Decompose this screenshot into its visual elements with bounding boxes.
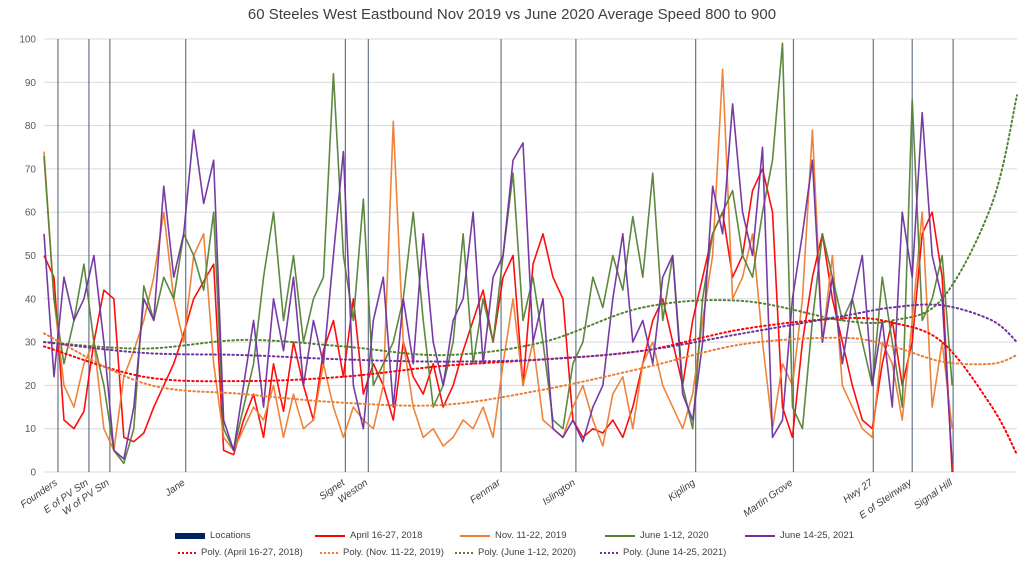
series-lines [43, 42, 953, 473]
y-tick-label: 0 [30, 468, 36, 479]
legend-label: June 1-12, 2020 [640, 530, 709, 541]
legend-label: June 14-25, 2021 [780, 530, 854, 541]
legend-swatch [605, 534, 635, 537]
y-tick-label: 80 [25, 121, 37, 132]
legend-item-series: April 16-27, 2018 [315, 530, 422, 541]
location-label: Hwy 27 [841, 477, 875, 505]
y-tick-label: 30 [25, 338, 37, 349]
legend-swatch [320, 551, 338, 554]
trend-line [43, 332, 1018, 407]
legend-label: Locations [210, 530, 251, 541]
location-label: Fenmar [468, 477, 503, 506]
legend-item-locations: Locations [175, 530, 251, 541]
series-line [43, 168, 953, 473]
y-tick-label: 60 [25, 208, 37, 219]
legend-label: Nov. 11-22, 2019 [495, 530, 567, 541]
legend-item-series: Nov. 11-22, 2019 [460, 530, 566, 541]
legend-label: Poly. (June 14-25, 2021) [623, 547, 727, 558]
legend-item-trend: Poly. (April 16-27, 2018) [178, 547, 303, 558]
location-label: Kipling [666, 477, 697, 503]
location-label: Islington [541, 477, 578, 508]
y-tick-label: 40 [25, 294, 37, 305]
legend-label: Poly. (June 1-12, 2020) [478, 547, 577, 558]
gridlines [44, 38, 1017, 473]
y-axis-labels: 0 10 20 30 40 50 60 70 80 90 100 [19, 35, 36, 479]
location-label: Martin Grove [742, 477, 796, 519]
legend-item-trend: Poly. (June 14-25, 2021) [600, 547, 726, 558]
legend-swatch [178, 551, 196, 554]
legend-label: Poly. (Nov. 11-22, 2019) [343, 547, 444, 558]
legend-swatch [745, 534, 775, 537]
legend-item-series: June 14-25, 2021 [745, 530, 854, 541]
y-tick-label: 10 [25, 424, 37, 435]
legend-swatch [460, 534, 490, 537]
legend-item-series: June 1-12, 2020 [605, 530, 709, 541]
legend-item-trend: Poly. (Nov. 11-22, 2019) [320, 547, 444, 558]
legend-label: Poly. (April 16-27, 2018) [201, 547, 303, 558]
y-tick-label: 90 [25, 78, 37, 89]
location-label: Signal Hill [912, 477, 955, 512]
series-line [43, 68, 953, 452]
legend-swatch [600, 551, 618, 554]
y-tick-label: 70 [25, 164, 37, 175]
y-tick-label: 100 [19, 35, 36, 46]
trend-line [43, 316, 1018, 456]
legend-item-trend: Poly. (June 1-12, 2020) [455, 547, 576, 558]
y-tick-label: 20 [25, 381, 37, 392]
location-lines [57, 39, 954, 472]
trend-lines [43, 94, 1018, 456]
chart-title: 60 Steeles West Eastbound Nov 2019 vs Ju… [247, 6, 777, 23]
legend-swatch [455, 551, 473, 554]
series-line [43, 103, 953, 464]
trend-line [43, 303, 1018, 363]
legend-swatch [315, 534, 345, 537]
legend-label: April 16-27, 2018 [350, 530, 423, 541]
location-label: Jane [163, 477, 188, 499]
legend-swatch-locations [175, 532, 205, 539]
y-tick-label: 50 [25, 251, 37, 262]
trend-line [43, 94, 1018, 357]
series-line [43, 42, 953, 465]
